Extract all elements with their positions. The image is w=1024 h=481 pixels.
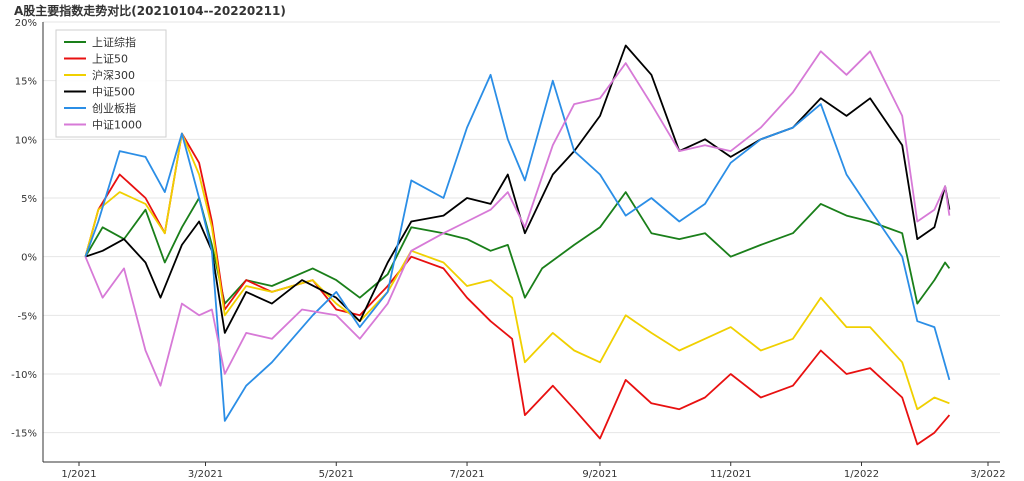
x-tick-label: 5/2021	[319, 469, 354, 480]
y-tick-label: -5%	[18, 311, 37, 322]
x-tick-label: 1/2022	[844, 469, 879, 480]
series-line	[84, 50, 951, 387]
y-tick-label: -10%	[11, 370, 37, 381]
x-tick-label: 1/2021	[61, 469, 96, 480]
legend-label: 中证500	[92, 86, 135, 99]
legend-label: 中证1000	[92, 119, 142, 132]
legend-label: 沪深300	[92, 68, 135, 82]
legend-box	[55, 29, 167, 138]
y-tick-label: 10%	[15, 135, 37, 146]
x-tick-label: 3/2022	[970, 469, 1005, 480]
y-tick-label: 0%	[21, 253, 37, 264]
legend-label: 上证50	[92, 53, 128, 66]
series-line	[85, 44, 951, 334]
series-line	[84, 132, 951, 446]
x-tick-label: 7/2021	[449, 469, 484, 480]
legend-label: 创业板指	[92, 101, 136, 115]
x-tick-label: 3/2021	[188, 469, 223, 480]
y-tick-label: 5%	[21, 194, 37, 205]
legend-label: 上证综指	[92, 35, 136, 49]
y-tick-label: -15%	[11, 429, 37, 440]
series-line	[84, 132, 950, 411]
x-tick-label: 11/2021	[710, 469, 752, 480]
x-tick-label: 9/2021	[582, 469, 617, 480]
series-line	[84, 73, 951, 422]
y-tick-label: 20%	[15, 18, 37, 29]
y-tick-label: 15%	[15, 77, 37, 88]
chart-title: A股主要指数走势对比(20210104--20220211)	[14, 4, 286, 18]
